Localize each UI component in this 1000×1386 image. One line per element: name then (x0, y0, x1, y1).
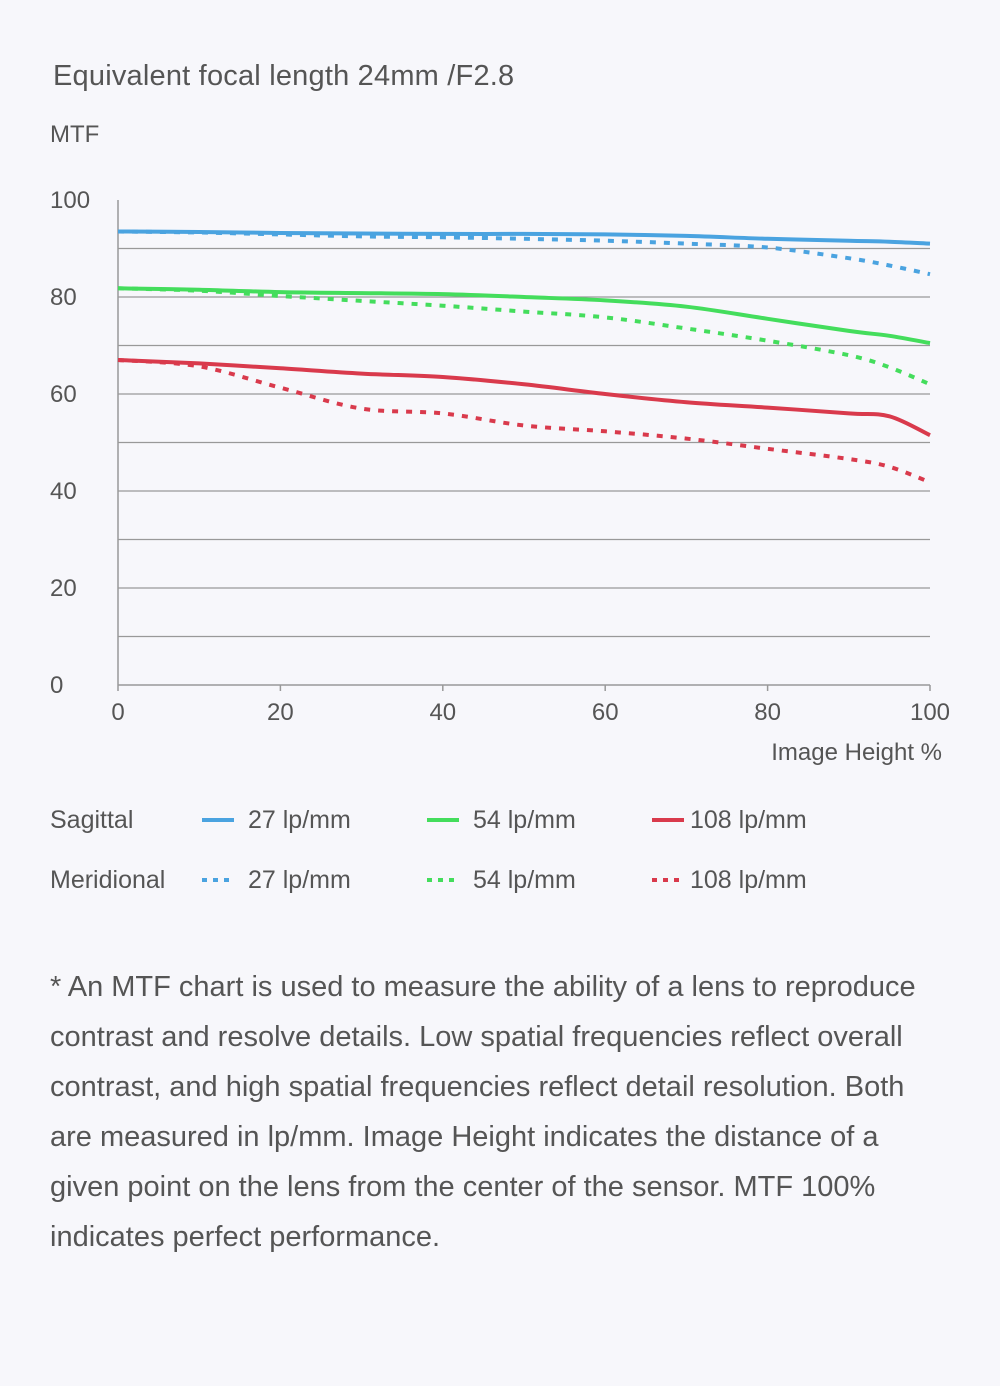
x-tick-label-80: 80 (754, 699, 781, 726)
legend-item-label: 108 lp/mm (690, 866, 807, 894)
series-line-sagittal-54-lp-mm (117, 286, 931, 346)
legend-row-sagittal: Sagittal 27 lp/mm 54 lp/mm 108 lp/mm (50, 802, 950, 842)
series-line-meridional-27-lp-mm (117, 229, 931, 277)
ticks-layer: 0 20 40 60 80 100 0 20 40 60 80 100 (50, 187, 950, 726)
legend-item-label: 54 lp/mm (473, 866, 576, 894)
legend-swatch (202, 878, 234, 882)
y-tick-label-100: 100 (50, 187, 90, 214)
series-line-sagittal-108-lp-mm (117, 358, 931, 438)
x-tick-label-40: 40 (429, 699, 456, 726)
series-line-meridional-108-lp-mm (117, 358, 931, 485)
x-tick-label-60: 60 (592, 699, 619, 726)
series-line-sagittal-27-lp-mm (117, 229, 931, 246)
legend-swatch (427, 878, 459, 882)
legend-item-label: 27 lp/mm (248, 806, 351, 834)
y-axis-label: MTF (50, 121, 100, 148)
mtf-explanation-note: * An MTF chart is used to measure the ab… (50, 971, 916, 1253)
legend-row-meridional: Meridional 27 lp/mm 54 lp/mm 108 lp/mm (50, 862, 950, 902)
legend-swatch (427, 818, 459, 822)
legend-item-label: 27 lp/mm (248, 866, 351, 894)
x-tick-label-20: 20 (267, 699, 294, 726)
legend-swatch (202, 818, 234, 822)
chart-title: Equivalent focal length 24mm /F2.8 (53, 60, 515, 92)
legend-row-label: Sagittal (50, 806, 134, 834)
legend-row-label: Meridional (50, 866, 166, 894)
x-axis-label: Image Height % (771, 739, 942, 766)
y-tick-label-20: 20 (50, 575, 77, 602)
legend-item-label: 54 lp/mm (473, 806, 576, 834)
legend-item-label: 108 lp/mm (690, 806, 807, 834)
y-tick-label-80: 80 (50, 284, 77, 311)
mtf-chart: 0 20 40 60 80 100 0 20 40 60 80 100 Image Height % (50, 187, 950, 766)
series-line-meridional-54-lp-mm (117, 286, 931, 387)
y-tick-label-60: 60 (50, 381, 77, 408)
series-layer (117, 229, 931, 485)
legend-swatch (652, 878, 684, 882)
y-tick-label-0: 0 (50, 672, 63, 699)
y-tick-label-40: 40 (50, 478, 77, 505)
x-tick-label-0: 0 (111, 699, 124, 726)
grid-layer (118, 247, 930, 638)
axes-layer (117, 200, 930, 686)
legend-swatch (652, 818, 684, 822)
x-tick-label-100: 100 (910, 699, 950, 726)
